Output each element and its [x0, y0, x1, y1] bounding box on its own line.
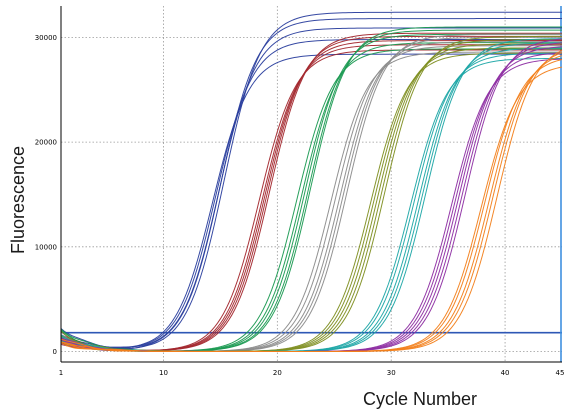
x-tick-label: 30: [387, 369, 396, 377]
x-axis-title: Cycle Number: [363, 389, 477, 409]
amplification-curve: [61, 48, 562, 352]
amplification-curve: [61, 53, 562, 352]
y-tick-label: 10000: [35, 243, 57, 251]
amplification-curve: [61, 48, 562, 351]
x-tick-label: 45: [556, 369, 565, 377]
amplification-curve: [61, 27, 562, 351]
amplification-curve: [61, 58, 562, 351]
x-tick-label: 1: [59, 369, 63, 377]
amplification-curve: [61, 28, 562, 347]
amplification-curve: [61, 33, 562, 350]
y-tick-label: 0: [53, 348, 57, 356]
amplification-curve: [61, 30, 562, 351]
amplification-curve: [61, 47, 562, 352]
y-tick-label: 20000: [35, 139, 57, 147]
series-layer: [61, 12, 562, 351]
y-tick-label: 30000: [35, 34, 57, 42]
x-tick-label: 10: [159, 369, 168, 377]
x-tick-label: 20: [273, 369, 282, 377]
x-tick-label: 40: [501, 369, 510, 377]
y-axis-title: Fluorescence: [8, 146, 28, 254]
amplification-curve: [61, 59, 562, 351]
